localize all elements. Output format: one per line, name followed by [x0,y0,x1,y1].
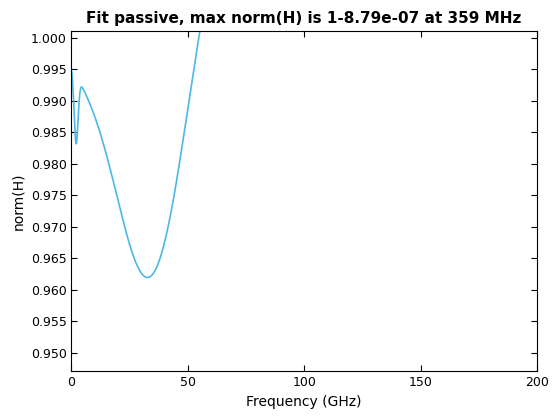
Title: Fit passive, max norm(H) is 1-8.79e-07 at 359 MHz: Fit passive, max norm(H) is 1-8.79e-07 a… [86,11,522,26]
Y-axis label: norm(H): norm(H) [11,173,25,230]
X-axis label: Frequency (GHz): Frequency (GHz) [246,395,362,409]
